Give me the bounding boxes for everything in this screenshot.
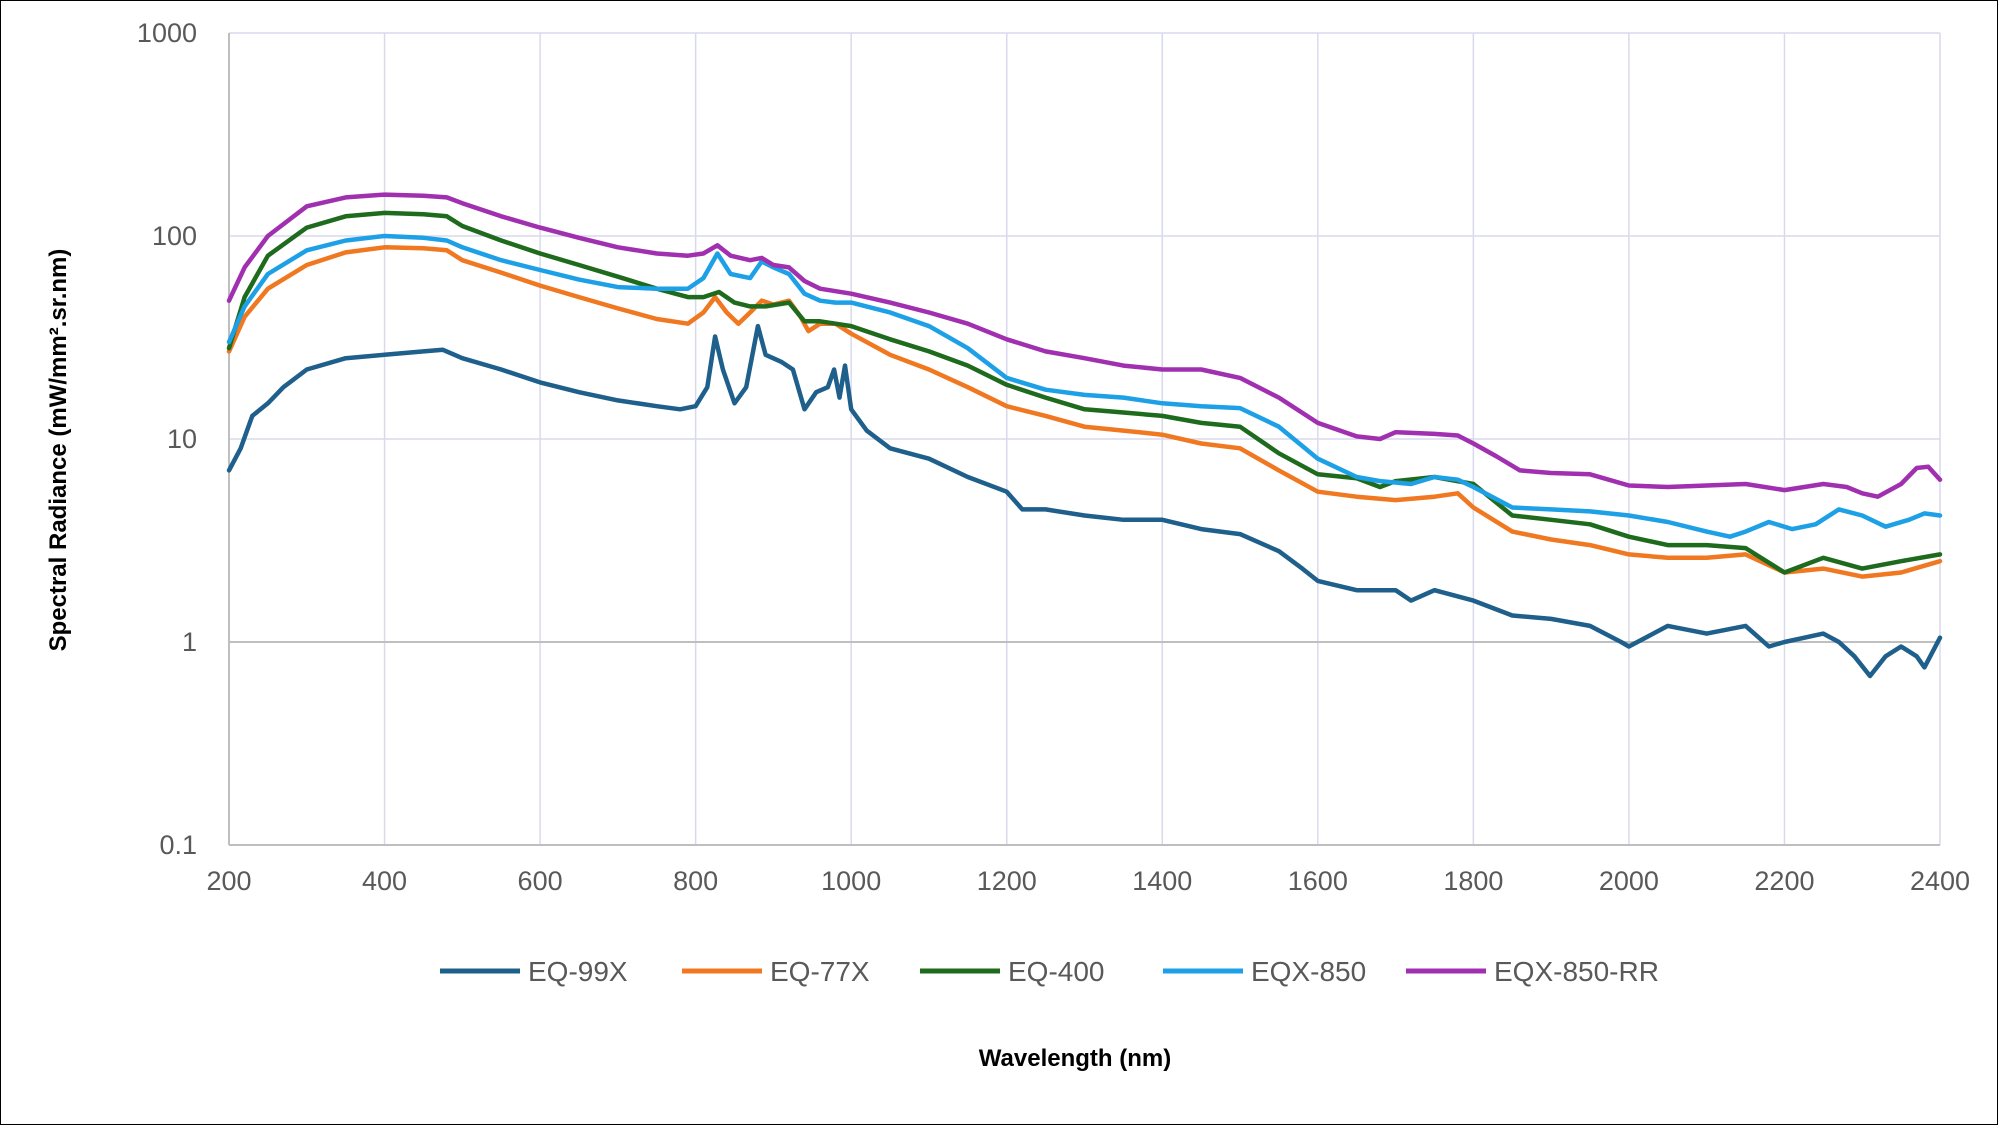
x-tick-label: 1400 [1132, 866, 1192, 896]
x-tick-label: 600 [518, 866, 563, 896]
x-tick-label: 2200 [1754, 866, 1814, 896]
x-tick-label: 1600 [1288, 866, 1348, 896]
x-tick-label: 1200 [977, 866, 1037, 896]
y-tick-label: 1 [182, 627, 197, 657]
x-tick-label: 400 [362, 866, 407, 896]
series-lines [226, 192, 1943, 679]
legend-label: EQ-77X [770, 956, 870, 987]
legend-label: EQX-850-RR [1494, 956, 1659, 987]
series-line [226, 192, 1943, 499]
x-tick-label: 2000 [1599, 866, 1659, 896]
x-tick-label: 2400 [1910, 866, 1970, 896]
grid-lines [228, 32, 1941, 846]
legend-label: EQ-99X [528, 956, 628, 987]
y-tick-label: 100 [152, 221, 197, 251]
y-tick-label: 1000 [137, 18, 197, 48]
x-tick-label: 1000 [821, 866, 881, 896]
x-axis-title: Wavelength (nm) [979, 1045, 1171, 1072]
series-line [226, 233, 1943, 539]
x-tick-label: 200 [206, 866, 251, 896]
y-tick-label: 0.1 [159, 830, 197, 860]
tick-labels: 200 400 600 800 1000 1200 1400 1600 1800 2000 2200… [137, 18, 1970, 896]
legend: EQ-99X EQ-77X EQ-400 EQX-850 EQX-850-RR [440, 956, 1659, 987]
y-axis-title: Spectral Radiance (mW/mm².sr.nm) [45, 249, 72, 652]
series-line [226, 245, 1943, 579]
x-tick-label: 800 [673, 866, 718, 896]
legend-label: EQX-850 [1251, 956, 1366, 987]
y-tick-label: 10 [167, 424, 197, 454]
legend-label: EQ-400 [1008, 956, 1105, 987]
series-line [226, 210, 1943, 575]
series-line [226, 323, 1943, 679]
x-tick-label: 1800 [1443, 866, 1503, 896]
axes [228, 33, 1940, 846]
